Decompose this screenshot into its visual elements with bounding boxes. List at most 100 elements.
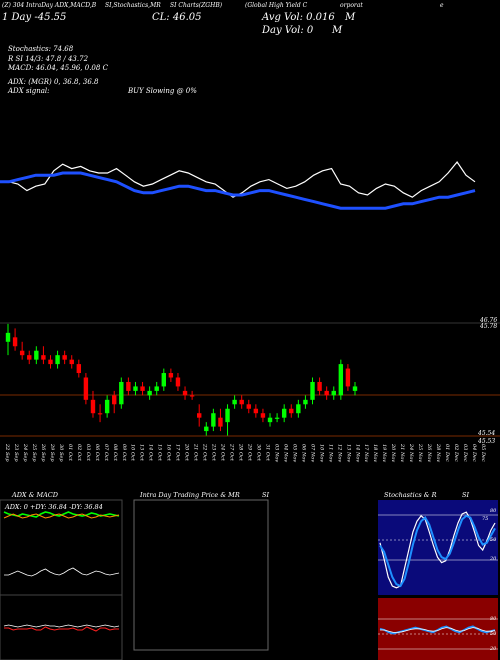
date-label: 04 Dec (471, 444, 477, 462)
date-label: 10 Oct (130, 444, 136, 462)
avg-volume-unit: M (345, 12, 356, 23)
date-label: 28 Oct (238, 443, 244, 462)
candle-body (41, 355, 46, 360)
price-line (0, 160, 476, 198)
candle-body (352, 386, 358, 391)
candle-body (296, 404, 301, 414)
date-label: 31 Oct (264, 444, 270, 462)
candle-body (5, 332, 11, 342)
candle-body (232, 399, 237, 405)
moving-average-line (0, 171, 476, 210)
date-label: 23 Sep (13, 443, 19, 462)
candle-body (274, 417, 280, 419)
candle-body (281, 408, 287, 418)
date-label: 29 Oct (246, 443, 252, 462)
date-label: 21 Oct (193, 443, 199, 462)
candle-body (19, 350, 25, 356)
candle-body (204, 426, 209, 432)
date-label: 26 Nov (426, 443, 432, 462)
macd-line (3, 624, 120, 628)
candle-body (211, 413, 216, 427)
candle-body (310, 381, 315, 400)
stoch-level-50: 50 (490, 537, 497, 543)
stoch-level-80: 80 (490, 508, 497, 514)
date-label: 03 Oct (85, 444, 91, 462)
candle-body (97, 413, 103, 415)
date-label: 04 Nov (282, 444, 288, 462)
date-label: 06 Nov (300, 444, 306, 462)
day-volume: Day Vol: 0 (262, 25, 314, 36)
candle-body (27, 355, 32, 360)
header-line-left: (Z) 304 IntraDay ADX,MACD,B (2, 2, 97, 9)
price-reference-lines (0, 322, 500, 437)
date-label: 14 Nov (354, 444, 360, 462)
candle-body (345, 368, 351, 387)
intraday-panel-frame (133, 499, 269, 651)
date-label: 20 Oct (184, 443, 190, 462)
date-label: 13 Oct (139, 444, 145, 462)
date-label: 25 Sep (31, 443, 37, 462)
adx-line (4, 567, 120, 577)
date-label: 08 Oct (112, 444, 118, 462)
candle-body (69, 359, 74, 365)
stoch-lines-group (378, 511, 498, 589)
candle-body (289, 408, 294, 414)
day-volume-unit: M (332, 25, 343, 36)
day-change: 1 Day -45.55 (2, 12, 67, 23)
date-label: 25 Nov (417, 443, 423, 462)
candle-body (189, 395, 195, 397)
adx-signal-label: ADX signal: (8, 87, 50, 95)
date-label: 06 Oct (94, 444, 100, 462)
candle-body (76, 364, 82, 374)
date-label: 02 Oct (76, 444, 82, 462)
stoch-level-20: 20 (490, 556, 497, 562)
date-label: 19 Nov (381, 444, 387, 462)
date-label: 09 Oct (121, 444, 127, 462)
price-label-top2: 45.78 (480, 323, 498, 330)
stoch-panel-bg (378, 500, 498, 595)
candle-body (126, 381, 131, 391)
rsi-level-20: 20 (490, 646, 497, 652)
macd-panel-frame (0, 594, 123, 660)
date-label: 22 Oct (202, 443, 208, 462)
candle-body (324, 390, 329, 396)
adx-values: ADX: 0 +DY: 36.84 -DY: 36.84 (5, 503, 103, 511)
candle-body (90, 399, 96, 414)
date-label: 07 Oct (103, 444, 109, 462)
buy-signal: BUY Slowing @ 0% (128, 87, 197, 95)
date-label: 15 Oct (157, 444, 163, 462)
date-label: 30 Oct (255, 444, 261, 462)
candle-body (140, 386, 145, 391)
candle-body (303, 399, 308, 405)
candle-body (133, 386, 138, 391)
stoch-k-line (379, 511, 496, 589)
price-line-group (0, 160, 476, 198)
candle-body (12, 337, 18, 347)
date-axis-group: 22 Sep 23 Sep 24 Sep 25 Sep 26 Sep 29 Sep 30 S… (4, 443, 486, 462)
candle-body (218, 417, 223, 427)
candle-body (34, 350, 39, 360)
date-label: 20 Nov (390, 443, 396, 462)
date-label: 17 Oct (175, 444, 181, 462)
rsi-lines-group (378, 618, 498, 650)
date-label: 01 Dec (444, 444, 450, 462)
candle-body (62, 355, 67, 360)
rsi-stat: R SI 14/3: 47.8 / 43.72 (8, 55, 89, 63)
adx-panel-frame (0, 499, 123, 660)
date-label: 28 Nov (435, 443, 441, 462)
date-label: 07 Nov (309, 444, 315, 462)
candle-body (161, 373, 166, 387)
candle-body (175, 377, 181, 387)
price-label-bottom: 45.54 (478, 430, 496, 437)
header-line-mid: SI,Stochastics,MR (105, 2, 161, 9)
candle-body (119, 381, 124, 405)
date-label: 24 Nov (408, 443, 414, 462)
date-label: 02 Dec (453, 444, 459, 462)
candle-body (147, 390, 152, 396)
date-label: 13 Nov (345, 444, 351, 462)
date-label: 23 Oct (211, 443, 217, 462)
header-company: (Global High Yield C (245, 2, 308, 9)
candles-group (5, 323, 358, 436)
date-label: 01 Oct (67, 444, 73, 462)
candle-body (154, 386, 159, 391)
